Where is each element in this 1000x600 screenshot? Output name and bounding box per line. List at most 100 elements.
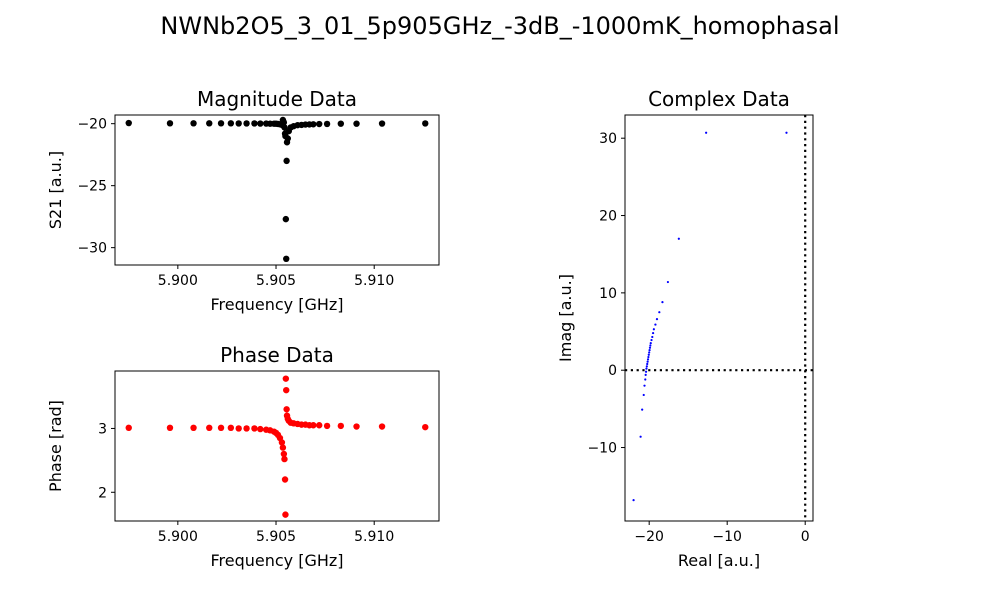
complex-ytick-label: 0 <box>608 363 617 379</box>
magnitude-point <box>283 157 290 165</box>
phase-ytick-label: 2 <box>98 485 107 501</box>
phase-point <box>281 476 289 483</box>
phase-title: Phase Data <box>220 343 334 367</box>
phase-point <box>310 422 317 429</box>
phase-point <box>281 455 288 463</box>
magnitude-ytick-label: −30 <box>77 241 107 257</box>
complex-point <box>648 346 652 349</box>
phase-point <box>378 423 386 430</box>
complex-point <box>645 365 648 368</box>
phase-point <box>227 424 235 432</box>
phase-point <box>337 422 345 430</box>
complex-axes-frame <box>624 114 814 522</box>
phase-point <box>353 423 360 430</box>
complex-point <box>646 358 650 361</box>
complex-point <box>651 335 654 339</box>
complex-point <box>641 408 644 411</box>
complex-point <box>650 338 653 342</box>
magnitude-xtick-label: 5.910 <box>354 273 394 289</box>
magnitude-point <box>316 120 323 128</box>
phase-point <box>206 424 213 432</box>
phase-point <box>243 425 250 432</box>
complex-ytick-label: −10 <box>587 441 617 457</box>
magnitude-ytick-label: −25 <box>77 179 107 195</box>
magnitude-point <box>282 215 290 223</box>
phase-point <box>190 424 197 432</box>
complex-point <box>649 344 652 347</box>
magnitude-point <box>206 120 213 127</box>
complex-point <box>647 353 650 356</box>
complex-point <box>661 301 664 304</box>
complex-ytick-label: 10 <box>599 286 617 302</box>
complex-point <box>652 328 655 331</box>
phase-ytick-label: 3 <box>98 421 107 437</box>
phase-point <box>235 425 242 432</box>
magnitude-point <box>378 120 386 127</box>
magnitude-point <box>190 120 197 127</box>
magnitude-axes-frame <box>114 114 440 266</box>
complex-point <box>785 131 788 134</box>
magnitude-plot: Magnitude Data 5.900 5.905 5.910 −20 −25 −30 Fr… <box>46 87 440 314</box>
phase-xlabel: Frequency [GHz] <box>210 551 343 570</box>
complex-point <box>632 499 635 502</box>
magnitude-xtick-label: 5.900 <box>158 273 198 289</box>
complex-point <box>666 280 670 284</box>
phase-plot: Phase Data 5.900 5.905 5.910 2 3 Frequency [GH… <box>46 343 440 570</box>
complex-xtick-label: −20 <box>634 529 664 545</box>
complex-ytick-label: 30 <box>599 131 617 147</box>
complex-point <box>651 331 655 335</box>
complex-point <box>646 360 649 363</box>
phase-point <box>316 422 323 429</box>
phase-point <box>279 444 287 451</box>
magnitude-point <box>280 119 288 126</box>
magnitude-point <box>337 120 345 127</box>
phase-point <box>257 425 264 433</box>
magnitude-point <box>217 120 225 127</box>
complex-point <box>677 237 680 240</box>
complex-point <box>645 367 648 370</box>
complex-point <box>654 323 657 326</box>
complex-point <box>643 384 646 387</box>
complex-point <box>705 131 708 134</box>
complex-xtick-label: 0 <box>801 529 810 545</box>
phase-xtick-label: 5.905 <box>256 529 296 545</box>
complex-point <box>644 370 648 373</box>
complex-point <box>655 318 659 321</box>
magnitude-point <box>257 120 264 127</box>
complex-point <box>649 342 652 345</box>
phase-axes-frame <box>114 370 440 522</box>
magnitude-point <box>323 120 331 128</box>
phase-xtick-label: 5.910 <box>354 529 394 545</box>
phase-point <box>280 450 288 458</box>
complex-point <box>647 355 650 359</box>
phase-ylabel: Phase [rad] <box>46 400 65 492</box>
complex-xtick-label: −10 <box>712 529 742 545</box>
phase-point <box>278 439 286 446</box>
magnitude-point <box>284 135 291 142</box>
phase-point <box>323 422 331 430</box>
complex-point <box>644 378 647 381</box>
complex-point <box>658 311 661 314</box>
magnitude-point <box>243 120 250 127</box>
figure-suptitle: NWNb2O5_3_01_5p905GHz_-3dB_-1000mK_homop… <box>160 12 839 40</box>
magnitude-ytick-label: −20 <box>77 117 107 133</box>
phase-point <box>282 511 289 518</box>
phase-point <box>217 424 225 432</box>
magnitude-point <box>227 120 235 127</box>
complex-point <box>639 435 642 438</box>
magnitude-xlabel: Frequency [GHz] <box>210 295 343 314</box>
complex-ylabel: Imag [a.u.] <box>556 274 575 362</box>
magnitude-point <box>422 120 429 127</box>
magnitude-point <box>235 120 242 127</box>
complex-plot: Complex Data −20 −10 0 30 20 10 0 −10 Real [a.u.]… <box>556 87 814 570</box>
complex-ytick-label: 20 <box>599 209 617 225</box>
magnitude-point <box>251 120 258 127</box>
complex-title: Complex Data <box>648 87 790 111</box>
complex-point <box>642 393 645 397</box>
magnitude-point <box>125 119 132 127</box>
phase-point <box>166 424 174 432</box>
magnitude-point <box>281 124 288 131</box>
magnitude-point <box>310 121 317 128</box>
complex-point <box>648 348 651 352</box>
